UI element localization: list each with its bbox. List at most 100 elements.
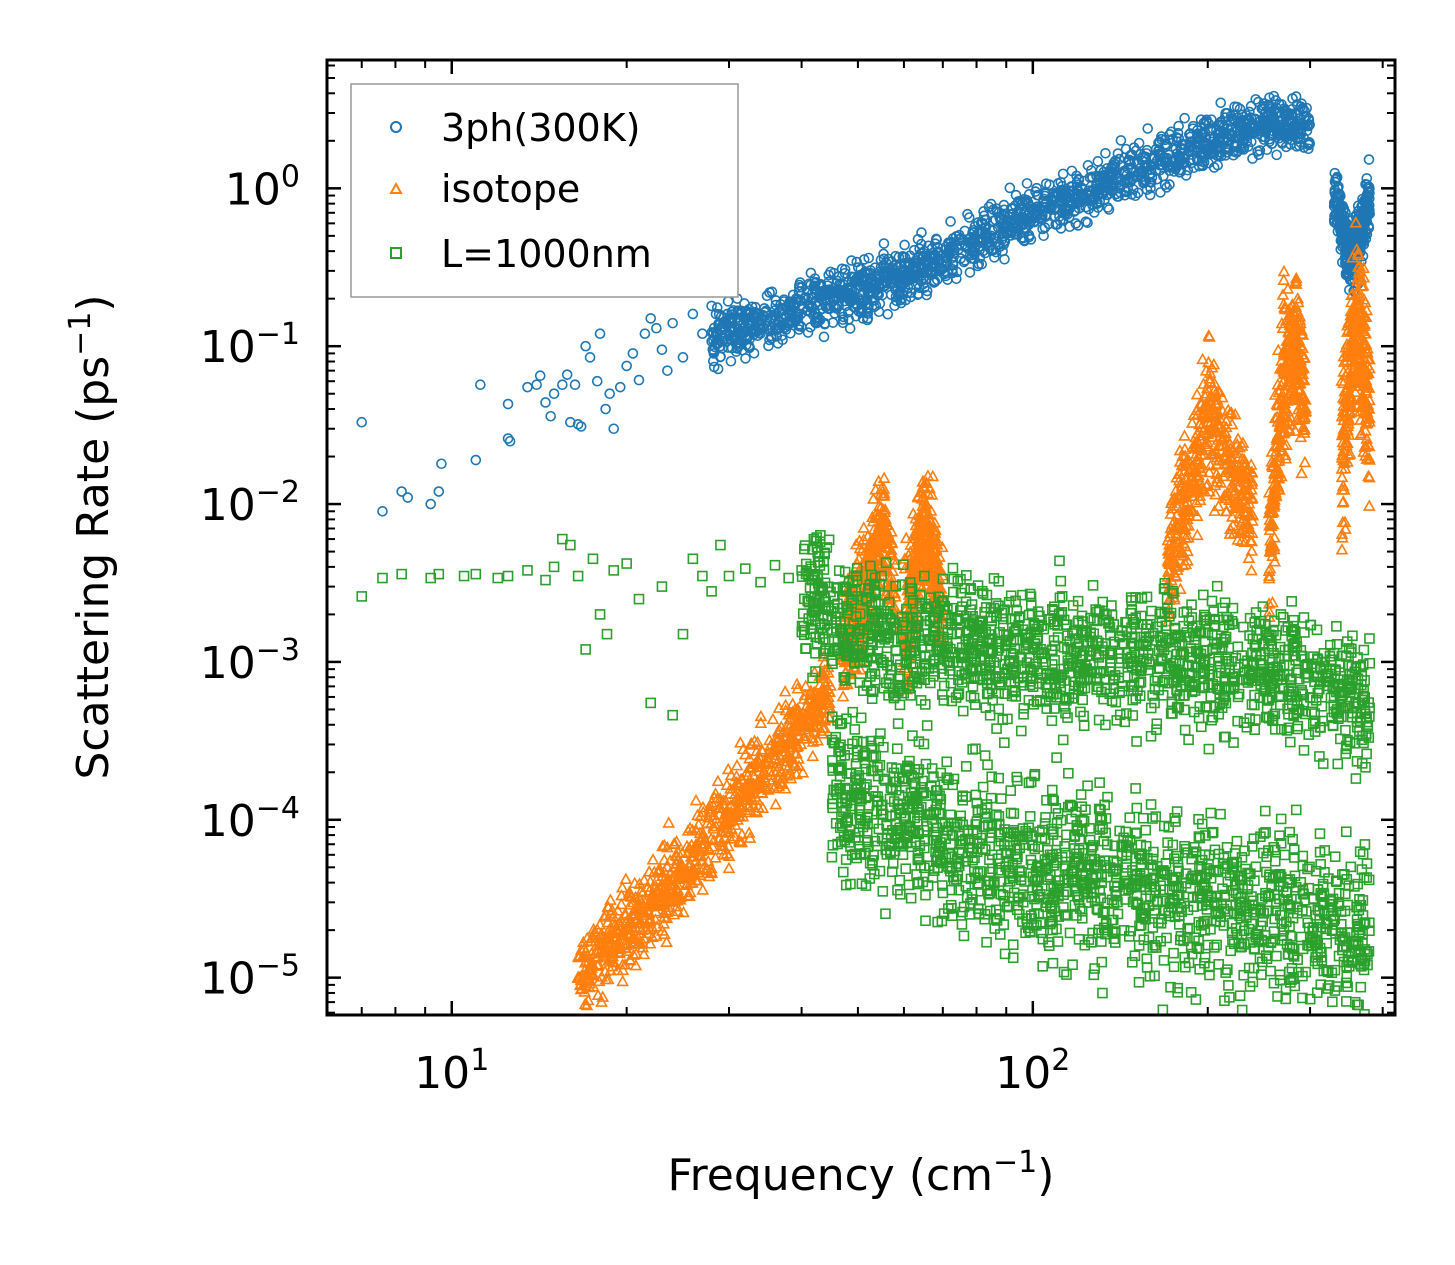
dense-point-isotope [671,845,685,858]
dense-point-isotope [696,883,710,895]
dense-point-isotope [791,682,805,694]
dense-point-3ph-300k- [1259,131,1271,143]
dense-point-isotope [1245,563,1258,576]
dense-point-isotope [1181,494,1194,507]
dense-point-3ph-300k- [1342,240,1354,251]
dense-point-3ph-300k- [861,306,873,318]
dense-point-3ph-300k- [1247,120,1258,131]
dense-point-isotope [1208,383,1222,395]
dense-point-isotope [596,931,610,943]
dense-point-isotope [1242,526,1256,538]
dense-point-3ph-300k- [1021,178,1033,189]
dense-point-3ph-300k- [1175,166,1186,178]
dense-point-isotope [660,935,673,947]
dense-point-isotope [877,489,891,501]
dense-point-isotope [741,769,754,781]
dense-point-isotope [1293,313,1307,326]
dense-point-isotope [935,540,949,553]
dense-point-isotope [878,563,892,575]
dense-point-isotope [707,833,721,846]
dense-point-3ph-300k- [802,327,814,338]
dense-point-isotope [606,910,620,922]
dense-point-isotope [917,481,931,494]
dense-point-3ph-300k- [1115,135,1127,146]
dense-point-3ph-300k- [1286,109,1297,120]
dense-point-isotope [801,714,815,726]
dense-point-isotope [766,773,780,785]
dense-point-3ph-300k- [1086,171,1098,183]
dense-point-3ph-300k- [995,215,1007,227]
dense-point-isotope [933,550,946,562]
dense-point-3ph-300k- [862,280,873,292]
dense-point-3ph-300k- [1276,123,1287,135]
dense-point-isotope [1232,470,1245,483]
dense-point-3ph-300k- [969,234,980,246]
dense-point-isotope [1165,554,1179,566]
dense-point-isotope [1203,417,1217,429]
dense-point-3ph-300k- [1245,100,1257,112]
dense-point-3ph-300k- [1364,187,1375,199]
dense-point-isotope [1162,564,1176,576]
dense-point-isotope [736,742,750,755]
dense-point-isotope [929,523,942,535]
dense-point-isotope [1243,534,1257,546]
dense-point-3ph-300k- [738,327,750,339]
dense-point-3ph-300k- [1259,108,1271,119]
dense-point-isotope [692,817,706,830]
dense-point-3ph-300k- [1071,177,1083,188]
dense-point-isotope [857,521,871,533]
dense-point-isotope [666,882,679,894]
dense-point-isotope [767,764,781,776]
dense-point-3ph-300k- [855,306,867,318]
dense-point-3ph-300k- [1229,101,1240,113]
dense-point-isotope [604,893,617,905]
dense-point-isotope [869,508,883,520]
dense-point-3ph-300k- [1167,161,1178,172]
dense-point-isotope [750,744,764,757]
dense-point-isotope [601,900,615,912]
dense-point-isotope [619,915,633,927]
dense-point-isotope [766,712,780,725]
dense-point-3ph-300k- [1102,181,1114,192]
dense-point-3ph-300k- [855,263,867,275]
dense-point-3ph-300k- [1028,216,1040,227]
dense-point-3ph-300k- [1073,203,1085,214]
dense-point-isotope [1236,436,1250,448]
dense-point-isotope [1209,387,1222,399]
dense-point-3ph-300k- [1113,153,1125,165]
dense-point-3ph-300k- [1018,235,1030,246]
dense-point-3ph-300k- [1103,204,1115,215]
dense-point-isotope [700,816,714,828]
dense-point-isotope [1212,499,1225,512]
dense-point-isotope [629,890,642,903]
dense-point-3ph-300k- [1082,217,1093,229]
dense-point-3ph-300k- [863,252,875,264]
dense-point-isotope [1163,542,1177,555]
dense-point-3ph-300k- [1280,141,1292,153]
dense-point-3ph-300k- [874,298,886,309]
dense-point-isotope [1262,571,1276,584]
dense-point-isotope [573,949,587,961]
dense-point-isotope [872,474,886,487]
dense-point-3ph-300k- [975,217,987,229]
dense-point-isotope [574,943,588,955]
dense-point-isotope [1188,465,1202,477]
dense-point-3ph-300k- [1220,150,1231,161]
dense-point-isotope [1210,393,1224,405]
dense-point-isotope [1213,418,1227,430]
dense-point-isotope [1274,378,1288,391]
dense-point-isotope [806,749,820,762]
dense-point-3ph-300k- [1144,176,1155,188]
dense-point-isotope [877,546,891,558]
dense-point-3ph-300k- [1304,119,1315,130]
dense-point-3ph-300k- [935,257,947,269]
dense-point-isotope [898,552,912,564]
dense-point-3ph-300k- [962,208,973,220]
dense-point-isotope [792,752,805,764]
dense-point-3ph-300k- [997,245,1008,257]
dense-point-3ph-300k- [1165,126,1177,138]
dense-point-isotope [694,809,708,821]
dense-point-3ph-300k- [1119,152,1130,164]
dense-point-3ph-300k- [834,286,845,298]
dense-point-3ph-300k- [1297,120,1309,132]
